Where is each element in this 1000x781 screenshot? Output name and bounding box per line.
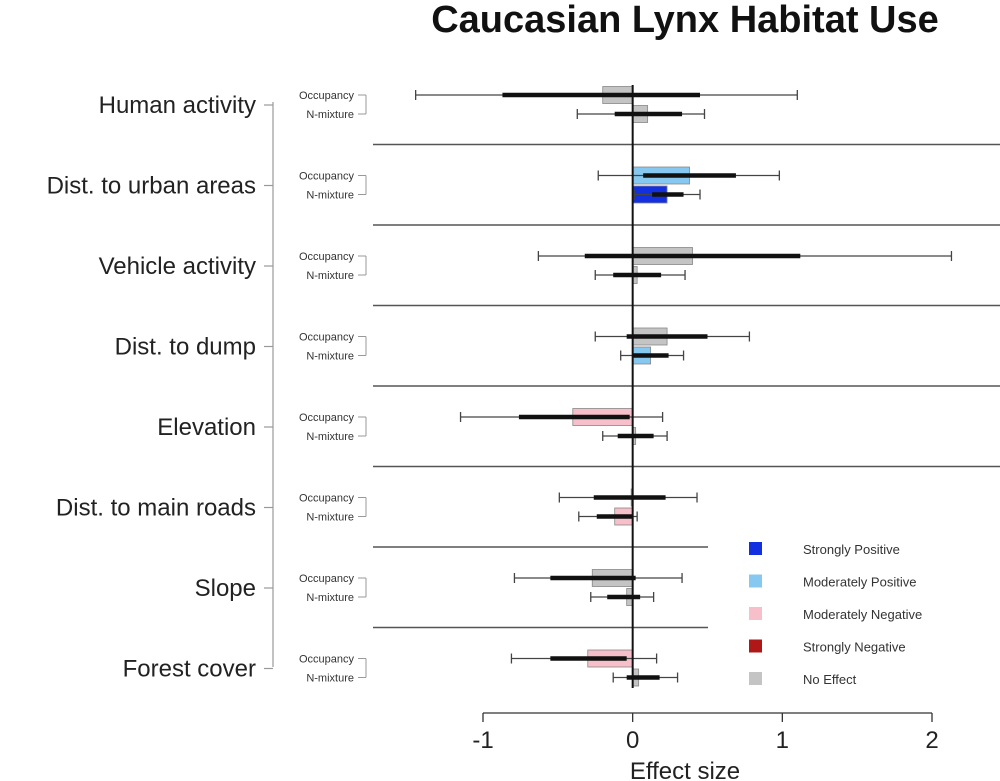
x-tick-label: -1 <box>472 727 493 754</box>
model-label: Occupancy <box>299 251 355 263</box>
legend-swatch <box>749 607 762 620</box>
model-label: Occupancy <box>299 493 355 505</box>
model-label: N-mixture <box>306 431 354 443</box>
model-label: N-mixture <box>306 592 354 604</box>
model-label: Occupancy <box>299 332 355 344</box>
model-label: N-mixture <box>306 351 354 363</box>
x-tick-label: 1 <box>776 727 789 754</box>
plot-area: Human activity Occupancy N-mixture Dist. to… <box>47 85 1000 754</box>
covariate-label: Dist. to dump <box>115 334 256 361</box>
model-label: N-mixture <box>306 109 354 121</box>
model-label: N-mixture <box>306 673 354 685</box>
legend-label: Strongly Positive <box>803 542 900 557</box>
covariate-label: Elevation <box>157 414 256 441</box>
covariate-label: Forest cover <box>123 656 256 683</box>
legend-label: Moderately Negative <box>803 607 922 622</box>
x-tick-label: 0 <box>626 727 639 754</box>
covariate-label: Dist. to urban areas <box>47 173 256 200</box>
model-label: Occupancy <box>299 654 355 666</box>
covariate-label: Human activity <box>99 92 256 119</box>
model-label: Occupancy <box>299 573 355 585</box>
covariate-label: Slope <box>195 575 256 602</box>
model-label: N-mixture <box>306 270 354 282</box>
legend-label: Moderately Positive <box>803 575 916 590</box>
model-label: Occupancy <box>299 412 355 424</box>
x-axis-label: Effect size <box>630 758 740 781</box>
model-label: Occupancy <box>299 171 355 183</box>
model-label: N-mixture <box>306 190 354 202</box>
model-label: N-mixture <box>306 512 354 524</box>
legend-swatch <box>749 672 762 685</box>
legend-swatch <box>749 574 762 588</box>
x-tick-label: 2 <box>925 727 938 754</box>
legend-swatch <box>749 542 762 555</box>
covariate-label: Dist. to main roads <box>56 495 256 522</box>
covariate-label: Vehicle activity <box>99 253 256 280</box>
legend-label: Strongly Negative <box>803 640 906 655</box>
legend-label: No Effect <box>803 672 857 687</box>
model-label: Occupancy <box>299 90 355 102</box>
chart-title: Caucasian Lynx Habitat Use <box>431 0 939 41</box>
legend-swatch <box>749 639 762 653</box>
